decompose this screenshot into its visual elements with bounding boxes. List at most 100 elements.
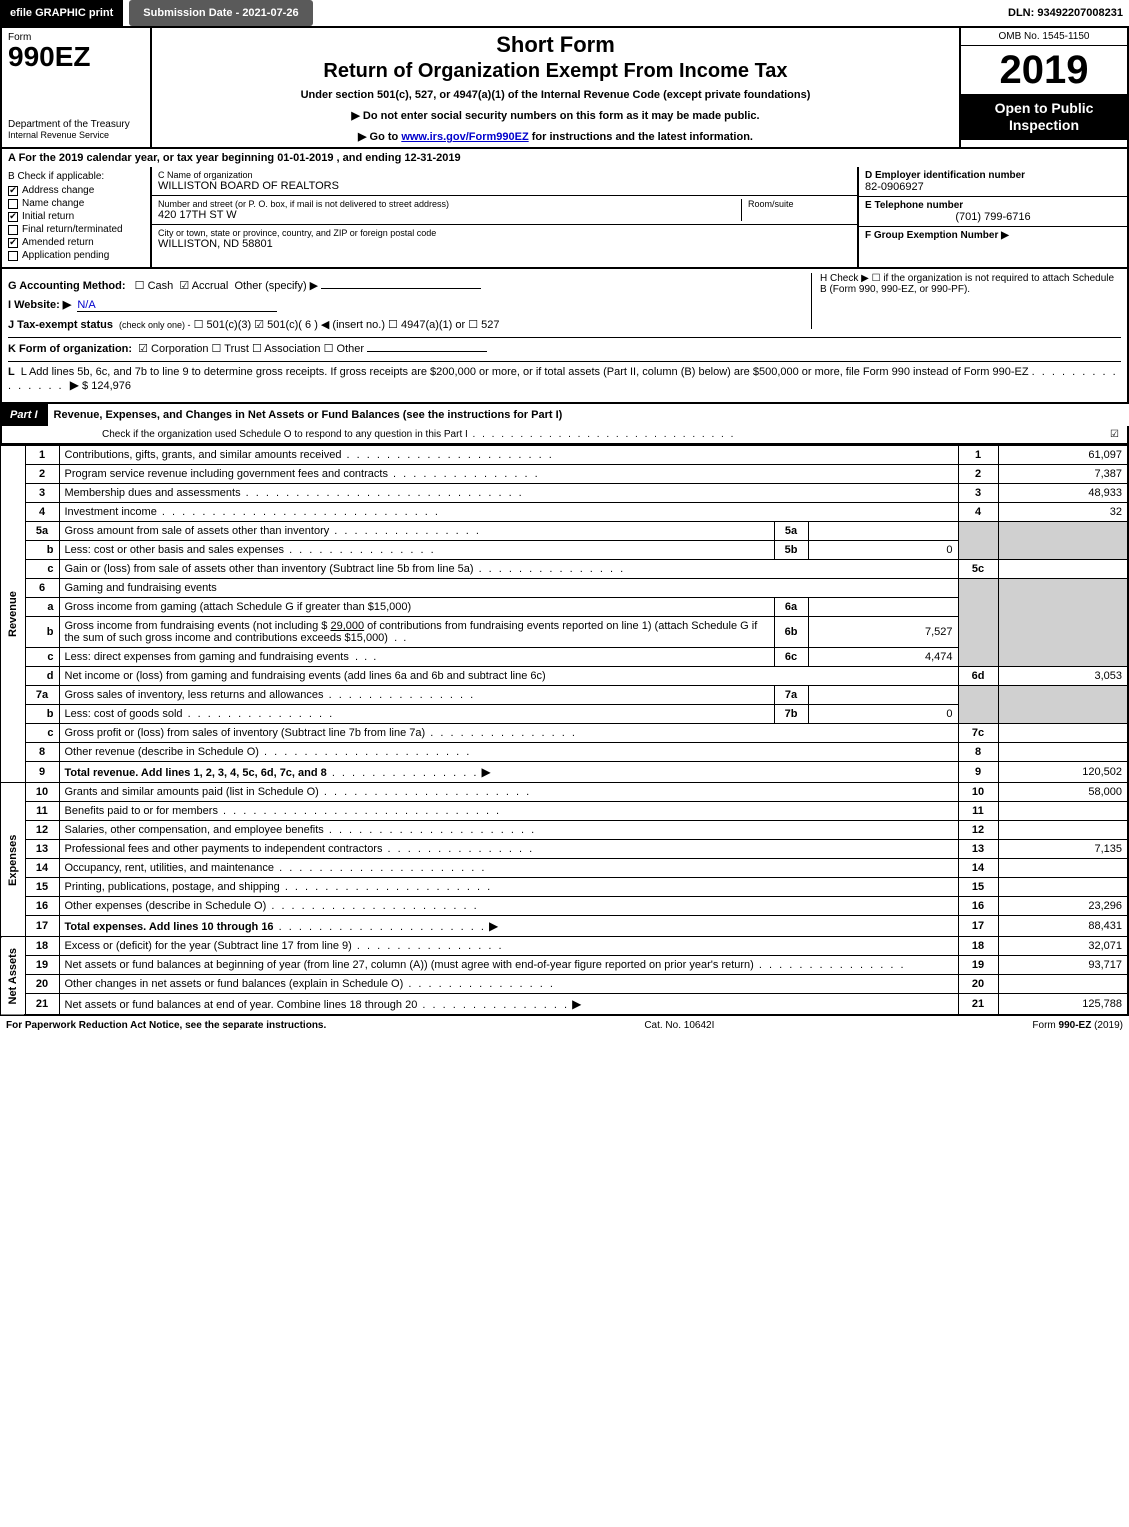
form-subtitle-2: ▶ Do not enter social security numbers o…	[162, 109, 949, 122]
efile-print-button[interactable]: efile GRAPHIC print	[0, 0, 123, 26]
line-a-tax-year: A For the 2019 calendar year, or tax yea…	[0, 149, 1129, 167]
line-12-ref: 12	[958, 821, 998, 840]
box-b: B Check if applicable: Address change Na…	[2, 167, 152, 267]
line-5a-midval	[808, 522, 958, 541]
line-6b-desc: Gross income from fundraising events (no…	[59, 617, 774, 648]
line-15-val	[998, 878, 1128, 897]
line-13-ref: 13	[958, 840, 998, 859]
line-21-val: 125,788	[998, 994, 1128, 1016]
line-7b-midref: 7b	[774, 705, 808, 724]
boxes-d-e-f: D Employer identification number 82-0906…	[857, 167, 1127, 267]
line-11-desc: Benefits paid to or for members	[59, 802, 958, 821]
phone-label: E Telephone number	[865, 200, 1121, 211]
line-7b-num: b	[25, 705, 59, 724]
org-name-label: C Name of organization	[158, 170, 851, 180]
part-i-subtitle: Check if the organization used Schedule …	[0, 426, 1129, 445]
form-subtitle-3: ▶ Go to www.irs.gov/Form990EZ for instru…	[162, 130, 949, 143]
chk-application-pending[interactable]: Application pending	[8, 250, 144, 261]
line-1-num: 1	[25, 446, 59, 465]
street-value: 420 17TH ST W	[158, 209, 741, 221]
line-8-ref: 8	[958, 743, 998, 762]
line-3-desc: Membership dues and assessments	[59, 484, 958, 503]
line-16-ref: 16	[958, 897, 998, 916]
line-7c-ref: 7c	[958, 724, 998, 743]
line-17-ref: 17	[958, 916, 998, 937]
line-h: H Check ▶ ☐ if the organization is not r…	[811, 273, 1121, 329]
line-11-num: 11	[25, 802, 59, 821]
chk-initial-return[interactable]: Initial return	[8, 211, 144, 222]
gray-cell	[958, 686, 998, 724]
line-20-val	[998, 975, 1128, 994]
line-6b-num: b	[25, 617, 59, 648]
line-12-val	[998, 821, 1128, 840]
line-5c-num: c	[25, 560, 59, 579]
line-9-ref: 9	[958, 762, 998, 783]
line-6d-val: 3,053	[998, 667, 1128, 686]
room-label: Room/suite	[748, 199, 851, 209]
line-15-desc: Printing, publications, postage, and shi…	[59, 878, 958, 897]
gray-cell	[998, 579, 1128, 667]
line-21-desc: Net assets or fund balances at end of ye…	[59, 994, 958, 1016]
line-2-val: 7,387	[998, 465, 1128, 484]
line-7c-val	[998, 724, 1128, 743]
part-i-header: Part I Revenue, Expenses, and Changes in…	[0, 404, 1129, 426]
line-5b-midval: 0	[808, 541, 958, 560]
line-21-ref: 21	[958, 994, 998, 1016]
line-3-ref: 3	[958, 484, 998, 503]
line-5a-desc: Gross amount from sale of assets other t…	[59, 522, 774, 541]
line-15-num: 15	[25, 878, 59, 897]
chk-name-change[interactable]: Name change	[8, 198, 144, 209]
chk-amended-return[interactable]: Amended return	[8, 237, 144, 248]
line-16-num: 16	[25, 897, 59, 916]
line-7a-desc: Gross sales of inventory, less returns a…	[59, 686, 774, 705]
line-6c-midref: 6c	[774, 648, 808, 667]
line-8-desc: Other revenue (describe in Schedule O)	[59, 743, 958, 762]
line-18-ref: 18	[958, 937, 998, 956]
dln-label: DLN: 93492207008231	[1008, 7, 1129, 19]
line-7c-num: c	[25, 724, 59, 743]
line-18-num: 18	[25, 937, 59, 956]
ein-label: D Employer identification number	[865, 170, 1121, 181]
irs-link[interactable]: www.irs.gov/Form990EZ	[401, 131, 528, 143]
line-2-desc: Program service revenue including govern…	[59, 465, 958, 484]
footer-right: Form 990-EZ (2019)	[1032, 1020, 1123, 1031]
lines-g-through-l: H Check ▶ ☐ if the organization is not r…	[0, 269, 1129, 404]
line-2-num: 2	[25, 465, 59, 484]
box-b-header: B Check if applicable:	[8, 171, 144, 182]
gray-cell	[958, 522, 998, 560]
part-i-title: Revenue, Expenses, and Changes in Net As…	[48, 404, 1129, 426]
line-7b-midval: 0	[808, 705, 958, 724]
entity-block: B Check if applicable: Address change Na…	[0, 167, 1129, 269]
gray-cell	[998, 686, 1128, 724]
line-4-val: 32	[998, 503, 1128, 522]
line-16-val: 23,296	[998, 897, 1128, 916]
line-6c-midval: 4,474	[808, 648, 958, 667]
expenses-side-label: Expenses	[1, 783, 25, 937]
chk-final-return[interactable]: Final return/terminated	[8, 224, 144, 235]
line-12-num: 12	[25, 821, 59, 840]
chk-address-change[interactable]: Address change	[8, 185, 144, 196]
line-5c-ref: 5c	[958, 560, 998, 579]
line-14-num: 14	[25, 859, 59, 878]
line-17-num: 17	[25, 916, 59, 937]
schedule-o-checkbox[interactable]: ☑	[1110, 429, 1119, 440]
line-7a-midref: 7a	[774, 686, 808, 705]
line-11-val	[998, 802, 1128, 821]
line-7b-desc: Less: cost of goods sold	[59, 705, 774, 724]
header-middle: Short Form Return of Organization Exempt…	[152, 28, 959, 147]
gray-cell	[958, 579, 998, 667]
form-subtitle-1: Under section 501(c), 527, or 4947(a)(1)…	[162, 89, 949, 101]
line-18-val: 32,071	[998, 937, 1128, 956]
form-title-1: Short Form	[162, 32, 949, 58]
line-19-num: 19	[25, 956, 59, 975]
line-4-ref: 4	[958, 503, 998, 522]
ein-value: 82-0906927	[865, 181, 1121, 193]
form-number: 990EZ	[8, 43, 144, 71]
line-3-num: 3	[25, 484, 59, 503]
line-9-val: 120,502	[998, 762, 1128, 783]
gray-cell	[998, 522, 1128, 560]
line-10-ref: 10	[958, 783, 998, 802]
part-i-tab: Part I	[0, 409, 48, 421]
line-13-num: 13	[25, 840, 59, 859]
line-9-num: 9	[25, 762, 59, 783]
